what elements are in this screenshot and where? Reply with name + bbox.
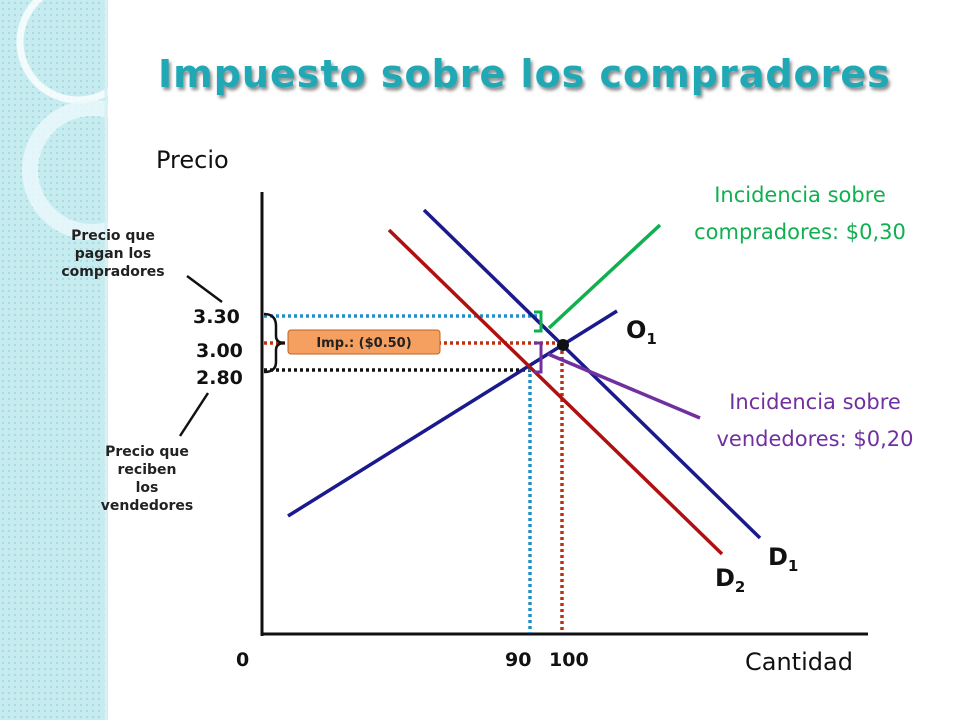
buyers-incidence-line2: compradores: $0,30 [694, 220, 906, 244]
tick-qty-90: 90 [505, 649, 531, 671]
sellers-incidence-bracket [534, 341, 543, 374]
buyers-price-note-line1: Precio que [71, 228, 155, 244]
x-axis-label: Cantidad [745, 648, 853, 676]
buyers-price-note-pointer [186, 274, 223, 304]
demand-1-label-letter: D [768, 543, 788, 571]
sellers-incidence-line1: Incidencia sobre [729, 390, 901, 414]
original-equilibrium-point [557, 339, 569, 351]
decorative-side-panel [0, 0, 108, 720]
sellers-price-note-pointer [178, 392, 210, 437]
tick-price-280: 2.80 [196, 367, 243, 389]
sellers-price-note-line2: reciben [118, 462, 177, 478]
origin-label: 0 [236, 649, 249, 671]
supply-label-letter: O [626, 316, 646, 344]
sellers-incidence-pointer [547, 352, 701, 420]
supply-curve-label: O1 [626, 316, 657, 348]
sellers-price-note-line1: Precio que [105, 444, 189, 460]
slide-title: Impuesto sobre los compradores [158, 52, 891, 96]
sellers-price-note-line3: los [136, 480, 159, 496]
demand-1-label: D1 [768, 543, 798, 575]
sellers-incidence-line2: vendedores: $0,20 [717, 427, 914, 451]
tax-label: Imp.: ($0.50) [316, 336, 411, 351]
buyers-price-note-line3: compradores [61, 264, 164, 280]
demand-curve-taxed [387, 228, 724, 556]
demand-2-label-letter: D [715, 564, 735, 592]
demand-2-label: D2 [715, 564, 745, 596]
buyers-incidence-pointer [547, 223, 662, 330]
buyers-incidence-bracket [534, 310, 543, 333]
buyers-incidence-line1: Incidencia sobre [714, 183, 886, 207]
tick-qty-100: 100 [549, 649, 589, 671]
y-axis-label: Precio [156, 146, 229, 174]
demand-1-label-subscript: 1 [788, 557, 798, 575]
tick-price-330: 3.30 [193, 306, 240, 328]
demand-2-label-subscript: 2 [735, 578, 745, 596]
tax-box [287, 329, 441, 355]
side-panel-ring-top [16, 0, 108, 104]
side-panel-ring-bottom [22, 100, 108, 240]
sellers-price-note-line4: vendedores [101, 498, 193, 514]
supply-label-subscript: 1 [646, 330, 656, 348]
tax-brace [263, 312, 286, 374]
tick-price-300: 3.00 [196, 340, 243, 362]
buyers-price-note-line2: pagan los [75, 246, 152, 262]
